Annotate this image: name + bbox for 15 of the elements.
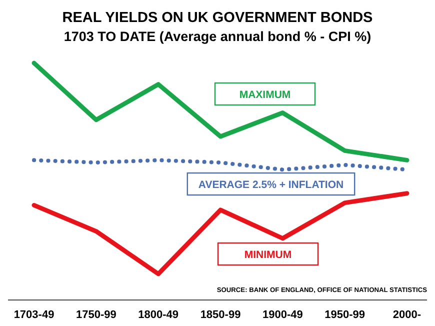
label-box: MINIMUM: [217, 242, 319, 266]
x-tick-label: 2000-: [392, 309, 422, 321]
chart-title: REAL YIELDS ON UK GOVERNMENT BONDS: [62, 10, 374, 26]
x-tick-label: 1800-49: [138, 309, 179, 321]
x-tick-label: 1750-99: [76, 309, 116, 321]
x-tick-label: 1703-49: [14, 309, 54, 321]
label-box: MAXIMUM: [214, 82, 316, 106]
chart-subtitle: 1703 TO DATE (Average annual bond % - CPI %): [64, 29, 372, 44]
series-label: MINIMUM: [244, 249, 292, 261]
series-label: AVERAGE 2.5% + INFLATION: [198, 179, 344, 191]
x-tick-label: 1900-49: [262, 309, 303, 321]
x-tick-label: 1850-99: [200, 309, 241, 321]
x-tick-label: 1950-99: [324, 309, 366, 321]
label-box: AVERAGE 2.5% + INFLATION: [186, 172, 356, 196]
series-label: MAXIMUM: [239, 89, 291, 101]
